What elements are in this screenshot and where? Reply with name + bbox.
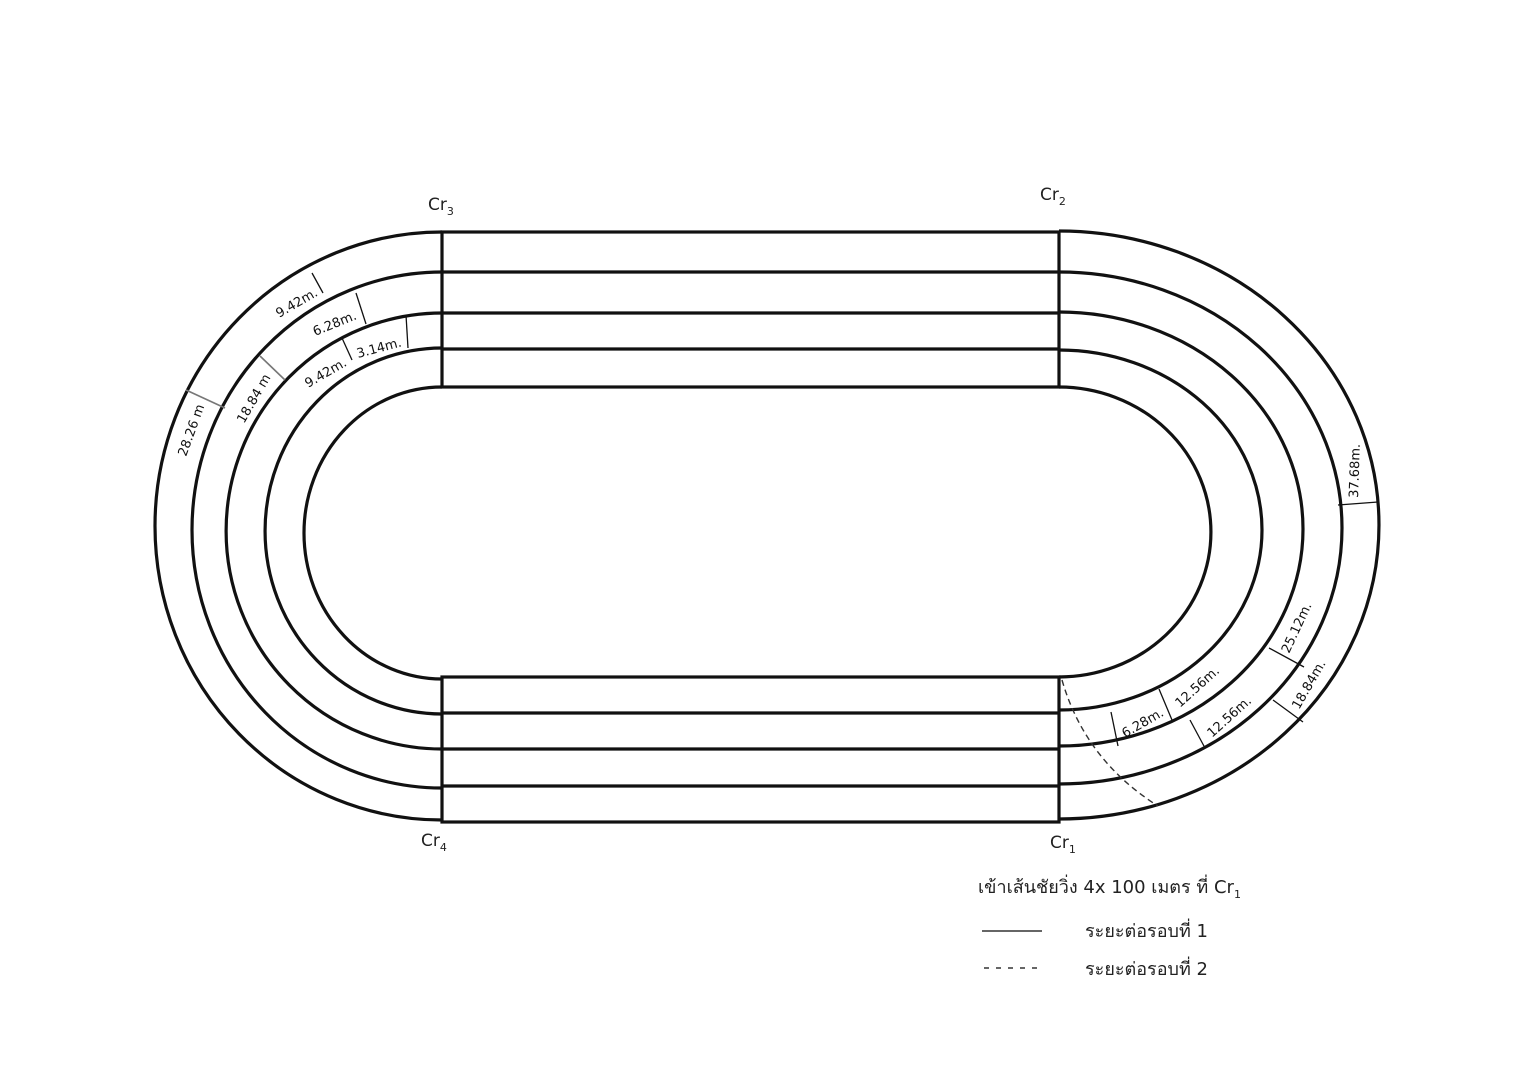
legend-solid-label: ระยะต่อรอบที่ 1 [1085, 918, 1208, 942]
tick-right-18-84 [1272, 699, 1304, 723]
legend-dash-label: ระยะต่อรอบที่ 2 [1085, 956, 1208, 980]
right-curve-inner-line [1058, 385, 1213, 679]
right-curve-lane-line-2 [1058, 270, 1344, 786]
tick-left-18-84 [259, 355, 286, 381]
bottom-straight [440, 675, 1061, 824]
tick-right-37-68 [1337, 501, 1379, 506]
tick-left-6-28 [355, 292, 367, 325]
label-right-18-84: 18.84m. [1289, 658, 1329, 712]
tick-left-3-14-b [405, 314, 409, 349]
right-curve-lane-line-4 [1058, 348, 1264, 712]
tick-left-28-26 [185, 389, 226, 409]
tick-right-12-56-b [1189, 719, 1206, 749]
tick-right-12-56-a [1158, 688, 1173, 721]
tick-left-3-14 [341, 337, 353, 361]
label-left-9-42-inner: 9.42m. [303, 356, 350, 392]
left-curve-lane-line-1 [153, 230, 443, 822]
legend: เข้าเส้นชัยวิ่ง 4x 100 เมตร ที่ Cr1 ระยะ… [978, 874, 1241, 980]
tick-right-6-28 [1110, 711, 1119, 747]
left-curve-lane-line-3 [224, 311, 443, 751]
label-right-6-28: 6.28m. [1120, 706, 1167, 742]
label-left-6-28: 6.28m. [311, 309, 359, 340]
left-curve-inner-line [302, 385, 443, 681]
label-right-37-68: 37.68m. [1347, 444, 1364, 499]
lap-2-dashed-arc [1061, 679, 1159, 807]
corner-label-cr2: Cr2 [1040, 185, 1066, 208]
right-curve-lane-line-1 [1058, 229, 1381, 821]
tick-right-25-12 [1268, 647, 1305, 668]
tick-left-9-42-outer [311, 272, 324, 294]
legend-title: เข้าเส้นชัยวิ่ง 4x 100 เมตร ที่ Cr1 [978, 874, 1241, 901]
right-curve-lane-line-3 [1058, 310, 1305, 748]
label-left-3-14: 3.14m. [355, 336, 403, 362]
label-right-12-56-a: 12.56m. [1173, 664, 1223, 711]
corner-label-cr1: Cr1 [1050, 833, 1076, 856]
top-straight [440, 230, 1061, 389]
corner-label-cr4: Cr4 [421, 831, 447, 854]
left-curve-lane-line-4 [263, 346, 443, 716]
corner-label-cr3: Cr3 [428, 195, 454, 218]
label-left-9-42-outer: 9.42m. [274, 286, 321, 322]
left-curve-lane-line-2 [190, 270, 443, 790]
